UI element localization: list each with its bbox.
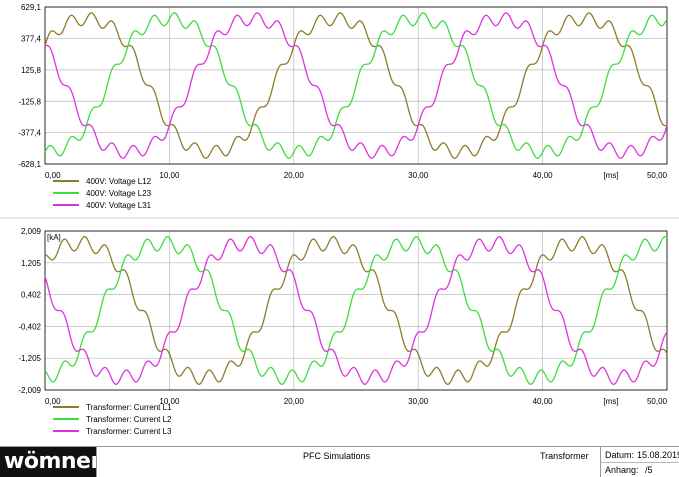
date-value: 15.08.2019 — [637, 450, 679, 460]
y-tick-label: 1,205 — [21, 259, 42, 268]
plot-area: 629,1 377,4 125,8 -125,8 -377,4 -628,1 0,00 10,… — [0, 3, 679, 436]
y-tick-label: -377,4 — [18, 129, 41, 138]
series-line — [44, 236, 668, 385]
y-tick-label: 125,8 — [21, 66, 42, 75]
attachment-label: Anhang: — [605, 465, 639, 475]
y-tick-label: -628,1 — [18, 160, 41, 169]
y-tick-label: 377,4 — [21, 34, 42, 43]
date-label: Datum: — [605, 450, 635, 460]
x-tick-label: [ms] — [603, 397, 618, 406]
y-tick-label: -0,402 — [18, 322, 41, 331]
footer-subtitle-cell: Transformer — [536, 447, 600, 477]
x-tick-label: 10,00 — [159, 397, 180, 406]
footer-bar: wömner PFC Simulations Transformer Datum… — [0, 446, 679, 477]
y-tick-label: 2,009 — [21, 227, 42, 236]
x-tick-label: 40,00 — [533, 397, 554, 406]
chart-1: 629,1 377,4 125,8 -125,8 -377,4 -628,1 0,00 10,… — [18, 3, 668, 210]
y-tick-label: -125,8 — [18, 97, 41, 106]
plot-frame — [44, 6, 668, 165]
company-logo: wömner — [0, 447, 101, 477]
y-tick-label: -1,205 — [18, 354, 41, 363]
series-line — [44, 12, 668, 159]
series-line — [44, 12, 668, 159]
x-tick-label: 50,00 — [647, 397, 668, 406]
footer-meta-cell: Datum: 15.08.2019 Anhang: /5 — [600, 447, 679, 477]
footer-title-cell: PFC Simulations — [96, 447, 536, 477]
x-tick-label: 0,00 — [45, 171, 61, 180]
y-tick-label: -2,009 — [18, 386, 41, 395]
x-tick-label: 40,00 — [533, 171, 554, 180]
series-line — [44, 236, 668, 385]
legend-label: Transformer: Current L1 — [86, 403, 172, 412]
x-tick-label: 50,00 — [647, 171, 668, 180]
x-tick-label: 30,00 — [408, 171, 429, 180]
x-tick-label: 10,00 — [159, 171, 180, 180]
footer-title: PFC Simulations — [303, 451, 371, 461]
x-tick-label: 0,00 — [45, 397, 61, 406]
chart-2: 2,009 1,205 0,402 -0,402 -1,205 -2,009 0,00 10,… — [18, 227, 668, 436]
legend-label: 400V: Voltage L23 — [86, 189, 152, 198]
legend-label: 400V: Voltage L31 — [86, 201, 152, 210]
legend-label: Transformer: Current L2 — [86, 415, 172, 424]
footer-subtitle: Transformer — [540, 451, 589, 461]
series-line — [44, 236, 668, 385]
y-tick-label: 629,1 — [21, 3, 42, 12]
x-tick-label: [ms] — [603, 171, 618, 180]
legend-label: Transformer: Current L3 — [86, 427, 172, 436]
x-tick-label: 20,00 — [284, 397, 305, 406]
x-tick-label: 20,00 — [284, 171, 305, 180]
series-line — [44, 12, 668, 159]
attachment-value: /5 — [645, 465, 653, 475]
y-unit-label: [kA] — [47, 233, 61, 242]
x-tick-label: 30,00 — [408, 397, 429, 406]
legend-label: 400V: Voltage L12 — [86, 177, 152, 186]
y-tick-label: 0,402 — [21, 291, 42, 300]
plot-frame — [44, 230, 668, 391]
